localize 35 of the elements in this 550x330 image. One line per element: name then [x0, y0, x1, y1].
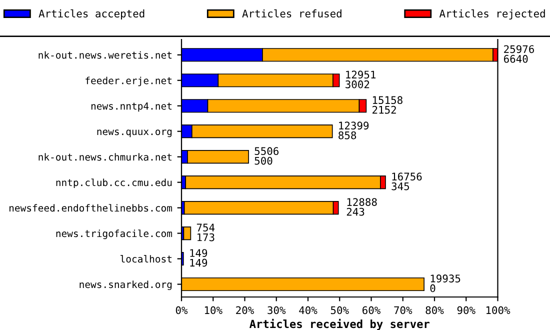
x-tick-label: 0% [176, 306, 188, 314]
annotation: 25976 6640 [504, 45, 534, 63]
annotation: 16756 345 [392, 172, 422, 190]
y-tick-label: newsfeed.endofthelinebbs.com [10, 204, 172, 212]
annotation: 19935 0 [430, 274, 460, 292]
x-axis-title: Articles received by server [250, 318, 430, 330]
y-tick-label: nk-out.news.chmurka.net [38, 153, 172, 161]
y-tick-label: nntp.club.cc.cmu.edu [56, 178, 172, 188]
x-tick-label: 70% [394, 306, 412, 314]
x-tick-label: 60% [362, 306, 380, 314]
annotation: 12399 858 [338, 122, 369, 140]
x-tick-label: 50% [330, 306, 349, 314]
annotation: 12888 243 [346, 198, 377, 216]
annotation: 15158 2152 [372, 96, 402, 114]
annotation: 12951 3002 [346, 70, 376, 88]
legend-label: Articles accepted [38, 9, 144, 20]
y-tick-label: nk-out.news.weretis.net [38, 51, 172, 59]
annotation: 149 149 [190, 249, 208, 267]
x-tick-label: 100% [486, 306, 510, 314]
legend-label: Articles rejected [439, 9, 545, 20]
y-tick-label: news.trigofacile.com [56, 230, 172, 240]
x-tick-label: 20% [236, 306, 254, 314]
x-tick-label: 80% [426, 306, 444, 314]
x-tick-label: 30% [268, 306, 286, 314]
annotation: 754 173 [196, 224, 215, 242]
y-tick-label: news.snarked.org [80, 280, 172, 290]
y-tick-label: feeder.erje.net [86, 76, 172, 86]
legend-label: Articles refused [242, 9, 342, 18]
y-tick-label: localhost [120, 255, 172, 263]
annotation: 5506 500 [254, 147, 279, 165]
x-tick-label: 90% [457, 306, 476, 314]
x-tick-label: 40% [299, 306, 318, 314]
x-tick-label: 10% [204, 306, 222, 314]
y-tick-label: news.quux.org [97, 130, 172, 138]
y-tick-label: news.nntp4.net [91, 102, 172, 112]
